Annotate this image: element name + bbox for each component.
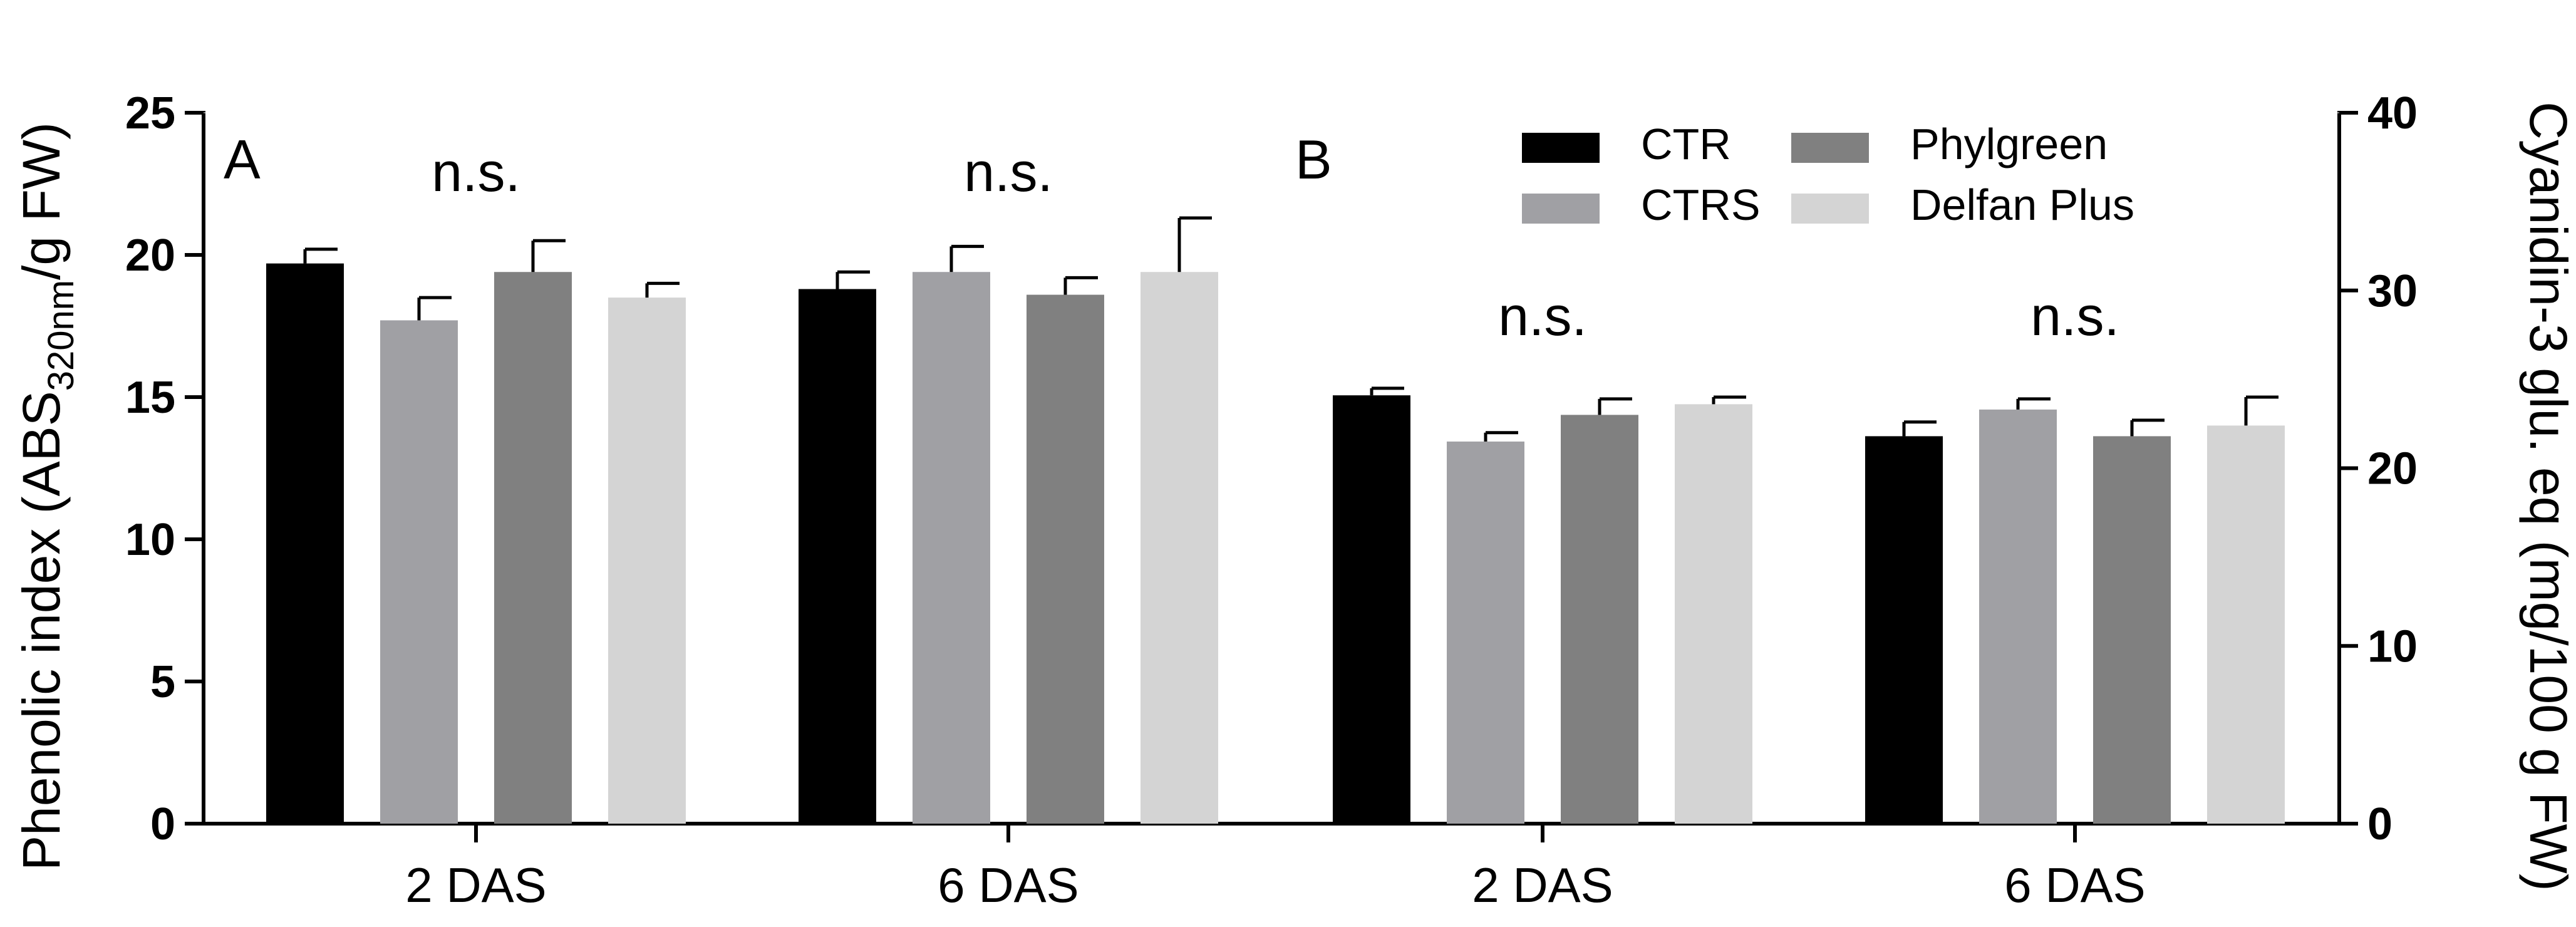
legend-swatch [1791, 194, 1869, 224]
legend-swatch [1791, 133, 1869, 163]
x-tick-label: 2 DAS [405, 857, 546, 913]
legend-item: Delfan Plus [1791, 180, 2134, 229]
x-tick-label: 6 DAS [938, 857, 1079, 913]
legend-label: CTRS [1641, 180, 1761, 229]
y-tick-label: 0 [150, 799, 175, 849]
x-tick-label: 2 DAS [1472, 857, 1613, 913]
y-tick-label: 25 [125, 88, 175, 138]
bars-layer [266, 216, 2285, 824]
y-tick-label: 5 [150, 657, 175, 707]
significance-label: n.s. [432, 141, 520, 203]
bar-delfan-plus [608, 298, 686, 824]
bar-ctr [799, 289, 876, 824]
bar-ctr [1865, 436, 1943, 824]
y-tick-label: 15 [125, 373, 175, 423]
bar-phylgreen [2093, 436, 2171, 824]
legend-label: Delfan Plus [1910, 180, 2134, 229]
y-tick-label: 20 [125, 230, 175, 281]
bar-delfan-plus [1675, 404, 1752, 824]
bar-ctrs [380, 320, 458, 824]
y-tick-label: 10 [125, 515, 175, 565]
panel-label: B [1295, 128, 1332, 190]
legend-item: CTRS [1522, 180, 1761, 229]
significance-label: n.s. [964, 141, 1053, 203]
legend: CTR CTRS Phylgreen Delfan Plus [1522, 120, 2134, 229]
legend-label: Phylgreen [1910, 120, 2108, 168]
bar-ctrs [1447, 441, 1524, 824]
bar-ctr [266, 263, 344, 824]
y-tick-label: 10 [2367, 621, 2418, 671]
significance-label: n.s. [1498, 285, 1587, 347]
bar-ctr [1333, 395, 1410, 824]
y-tick-label: 30 [2367, 266, 2418, 316]
bar-phylgreen [1561, 415, 1638, 824]
legend-swatch [1522, 133, 1600, 163]
bar-delfan-plus [2207, 425, 2285, 824]
bar-ctrs [913, 272, 990, 824]
legend-item: Phylgreen [1791, 120, 2108, 168]
y-axis-title-right: Cyanidin-3 glu. eq (mg/100 g FW) [2519, 101, 2576, 891]
y-tick-label: 0 [2367, 799, 2392, 849]
bar-phylgreen [1027, 294, 1104, 824]
legend-label: CTR [1641, 120, 1731, 168]
bar-ctrs [1979, 409, 2057, 824]
legend-swatch [1522, 194, 1600, 224]
panel-label: A [224, 128, 261, 190]
significance-label: n.s. [2030, 285, 2119, 347]
legend-item: CTR [1522, 120, 1731, 168]
x-tick-label: 6 DAS [2004, 857, 2145, 913]
bar-phylgreen [494, 272, 572, 824]
y-axis-title: Phenolic index (ABS320nm/g FW) [12, 122, 81, 871]
y-tick-label: 20 [2367, 444, 2418, 494]
y-tick-label: 40 [2367, 88, 2418, 138]
bar-delfan-plus [1141, 272, 1218, 824]
labels-layer: 0 5 10 15 20 25 2 DAS 6 DAS A n.s. n.s. Phenolic in… [12, 88, 2576, 913]
